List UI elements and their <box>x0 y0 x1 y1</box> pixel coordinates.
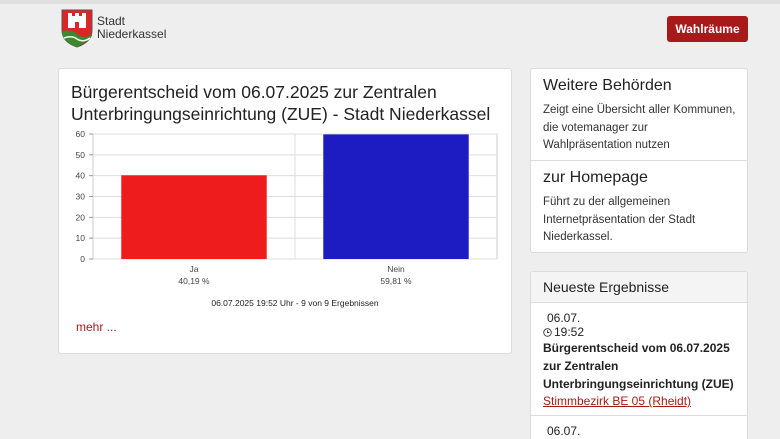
logo-text: Stadt Niederkassel <box>97 15 166 41</box>
logo-line-2: Niederkassel <box>97 27 167 41</box>
y-tick-label: 50 <box>76 150 86 160</box>
y-tick-label: 20 <box>76 212 86 222</box>
percent-label: 59,81 % <box>380 276 412 286</box>
coat-of-arms-icon <box>61 9 93 48</box>
category-label: Ja <box>190 264 199 274</box>
category-label: Nein <box>387 264 405 274</box>
result-date: 06.07. <box>547 311 581 325</box>
latest-results-header: Neueste Ergebnisse <box>531 272 747 303</box>
page-title: Bürgerentscheid vom 06.07.2025 zur Zentr… <box>71 82 491 124</box>
result-time: 19:52 <box>543 325 584 339</box>
top-strip <box>0 0 780 4</box>
weitere-behoerden-text: Zeigt eine Übersicht aller Kommunen, die… <box>543 104 736 151</box>
weitere-behoerden-title[interactable]: Weitere Behörden <box>543 77 672 94</box>
percent-label: 40,19 % <box>178 276 210 286</box>
y-tick-label: 60 <box>76 129 86 139</box>
homepage-text: Führt zu der allgemeinen Internetpräsent… <box>543 196 696 243</box>
logo-line-1: Stadt <box>97 14 126 28</box>
homepage-title[interactable]: zur Homepage <box>543 169 648 186</box>
results-bar-chart: 0 10 20 30 40 50 60 Ja 40,19 % Nein 59,81 % 06.07.2… <box>76 129 498 308</box>
result-date: 06.07. <box>547 424 581 438</box>
latest-results-title: Neueste Ergebnisse <box>543 279 670 295</box>
result-time-value: 19:52 <box>554 325 585 339</box>
bar-nein <box>323 134 469 259</box>
y-tick-label: 0 <box>80 254 85 264</box>
result-district-link[interactable]: Stimmbezirk BE 05 (Rheidt) <box>543 394 692 408</box>
result-card: Bürgerentscheid vom 06.07.2025 zur Zentr… <box>58 68 512 354</box>
city-logo[interactable]: Stadt Niederkassel <box>60 8 166 48</box>
result-title[interactable]: Bürgerentscheid vom 06.07.2025 zur Zentr… <box>543 341 734 391</box>
clock-icon <box>543 327 552 337</box>
y-tick-label: 10 <box>76 233 86 243</box>
y-tick-label: 30 <box>76 192 86 202</box>
info-card: Weitere Behörden Zeigt eine Übersicht al… <box>530 68 748 253</box>
chart-footer-note: 06.07.2025 19:52 Uhr - 9 von 9 Ergebniss… <box>211 298 379 308</box>
divider <box>531 160 747 161</box>
wahlraeume-button[interactable]: Wahlräume <box>667 16 748 42</box>
bar-ja <box>121 175 267 259</box>
y-tick-label: 40 <box>76 171 86 181</box>
divider <box>531 415 747 416</box>
latest-results-card: Neueste Ergebnisse 06.07. 19:52 Bürgeren… <box>530 271 748 439</box>
more-link[interactable]: mehr ... <box>76 320 117 334</box>
